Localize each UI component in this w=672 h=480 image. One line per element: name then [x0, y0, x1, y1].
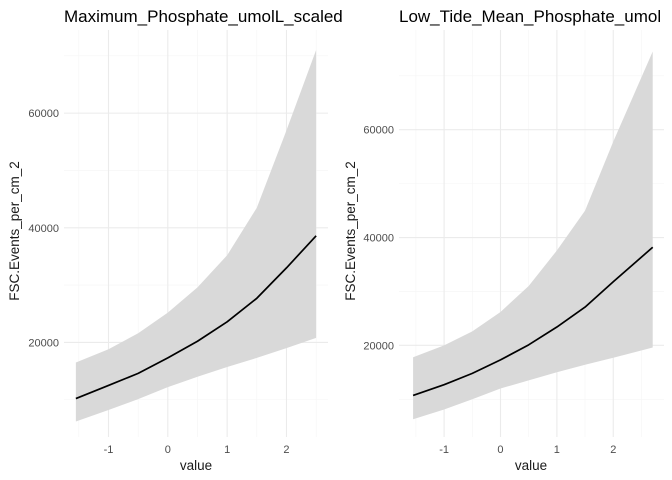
x-tick-label: 1: [224, 444, 230, 456]
panel-low-tide-mean-phosphate: Low_Tide_Mean_Phosphate_umol 20000 40000 6…: [343, 7, 664, 473]
x-axis-title: value: [180, 458, 212, 473]
x-axis-title: value: [515, 458, 547, 473]
x-tick-label: 2: [283, 444, 289, 456]
ribbon-layer: [75, 50, 317, 422]
chart-title: Low_Tide_Mean_Phosphate_umol: [399, 7, 661, 26]
x-tick-label: 0: [497, 444, 503, 456]
y-tick-labels: 20000 40000 60000: [363, 125, 394, 353]
y-tick-label: 20000: [363, 340, 394, 352]
y-tick-label: 40000: [28, 223, 59, 235]
y-tick-label: 60000: [28, 108, 59, 120]
chart-title: Maximum_Phosphate_umolL_scaled: [64, 7, 343, 26]
x-tick-labels: -1 0 1 2: [104, 444, 290, 456]
confidence-ribbon: [413, 51, 653, 420]
line-layer: [412, 246, 654, 397]
y-tick-label: 60000: [363, 125, 394, 137]
y-tick-label: 40000: [363, 233, 394, 245]
x-tick-label: 2: [610, 444, 616, 456]
panel-maximum-phosphate: Maximum_Phosphate_umolL_scaled 20000 4000…: [7, 7, 343, 473]
x-tick-label: -1: [104, 444, 114, 456]
x-tick-label: 0: [165, 444, 171, 456]
y-tick-labels: 20000 40000 60000: [28, 108, 59, 349]
series-line: [412, 246, 654, 397]
y-axis-title: FSC.Events_per_cm_2: [7, 161, 22, 301]
line-layer: [75, 235, 317, 400]
ribbon-layer: [413, 51, 653, 420]
y-axis-title: FSC.Events_per_cm_2: [343, 161, 358, 301]
series-line: [75, 235, 317, 400]
y-tick-label: 20000: [28, 337, 59, 349]
x-tick-labels: -1 0 1 2: [439, 444, 616, 456]
x-tick-label: 1: [554, 444, 560, 456]
confidence-ribbon: [75, 50, 317, 422]
x-tick-label: -1: [439, 444, 449, 456]
